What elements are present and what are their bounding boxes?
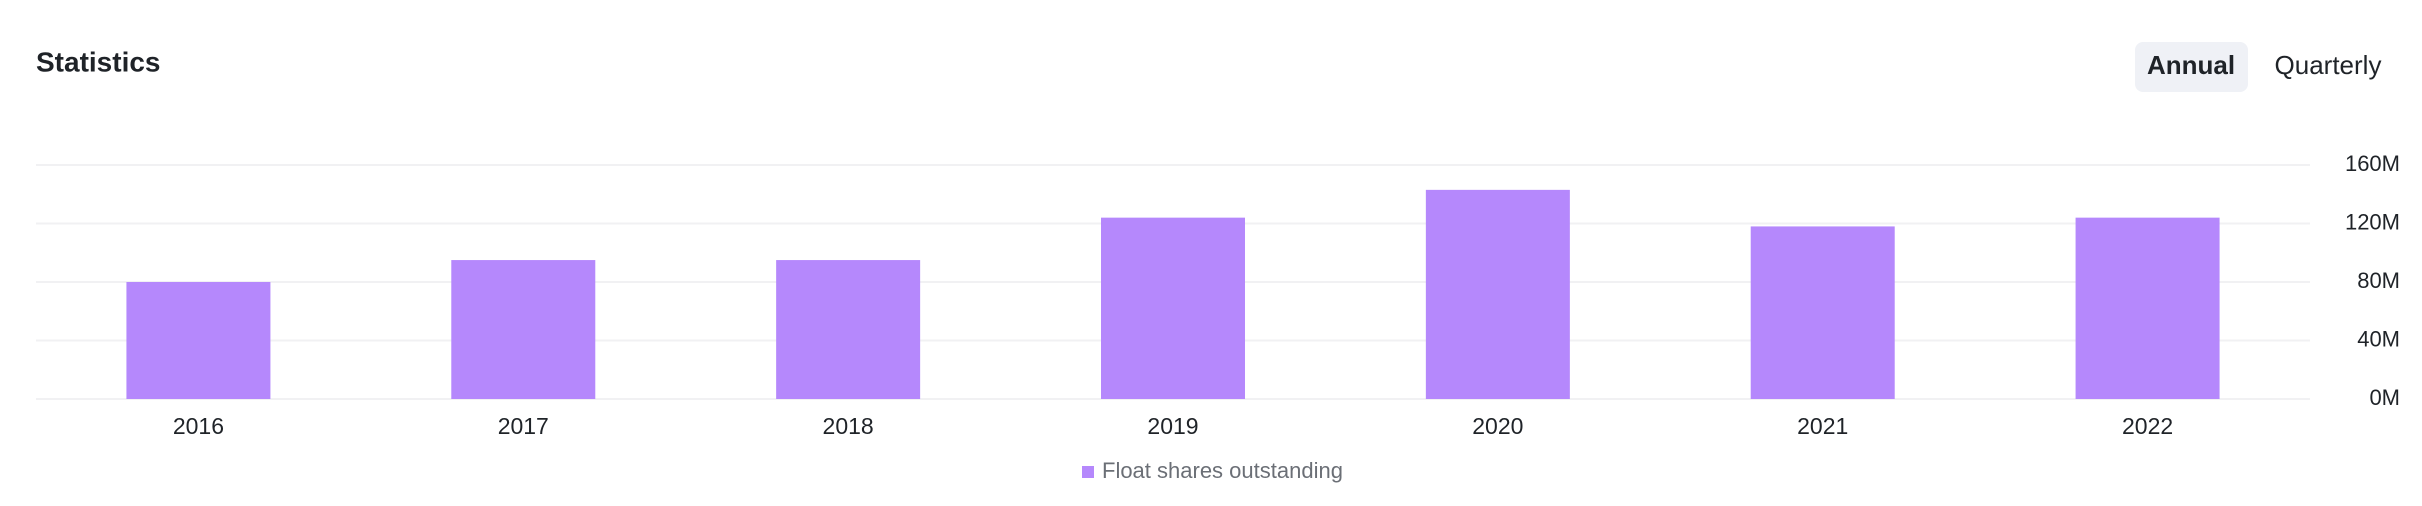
legend-label: Float shares outstanding — [1102, 458, 1343, 483]
bar — [1750, 226, 1895, 399]
x-tick-label: 2018 — [823, 413, 874, 439]
tab-annual[interactable]: Annual — [2147, 50, 2235, 80]
y-tick-label: 0M — [2369, 385, 2400, 410]
y-tick-label: 40M — [2357, 326, 2400, 351]
chart-title: Statistics — [36, 46, 161, 77]
bar — [126, 282, 271, 399]
tab-quarterly[interactable]: Quarterly — [2275, 50, 2382, 80]
x-tick-label: 2017 — [498, 413, 549, 439]
bar — [1101, 217, 1245, 399]
legend-swatch — [1082, 466, 1094, 478]
x-tick-label: 2016 — [173, 413, 224, 439]
y-tick-label: 120M — [2345, 209, 2400, 234]
bar — [776, 260, 921, 399]
bar — [2075, 217, 2220, 399]
x-tick-label: 2021 — [1797, 413, 1848, 439]
y-tick-label: 80M — [2357, 268, 2400, 293]
x-tick-label: 2020 — [1472, 413, 1523, 439]
bar — [1425, 189, 1570, 399]
x-tick-label: 2022 — [2122, 413, 2173, 439]
x-tick-label: 2019 — [1147, 413, 1198, 439]
y-tick-label: 160M — [2345, 151, 2400, 176]
bar — [451, 260, 596, 399]
tab-background[interactable] — [2135, 42, 2248, 92]
